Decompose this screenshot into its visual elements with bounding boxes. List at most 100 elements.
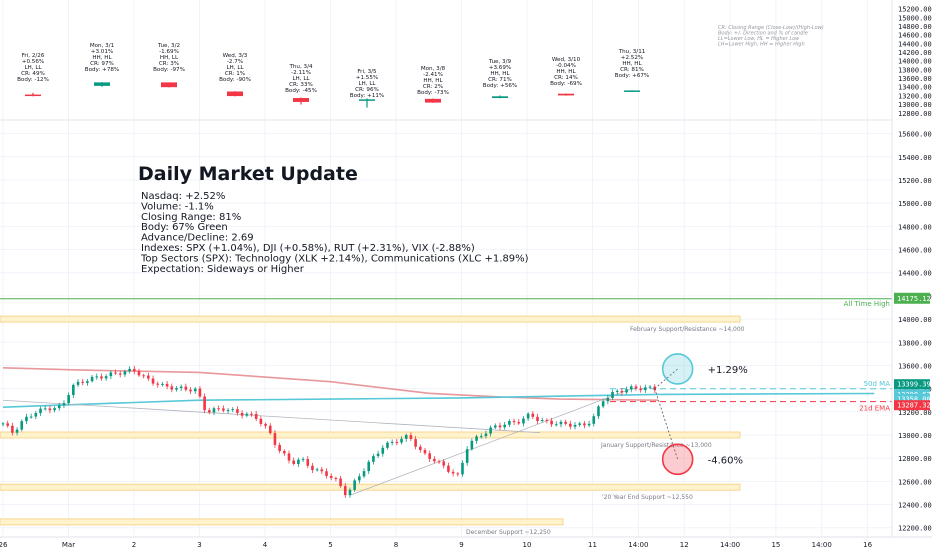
day-card-line: CR: 1% [225,71,245,77]
update-line: Advance/Decline: 2.69 [141,233,254,244]
day-card-line: CR: 71% [488,77,512,83]
candle-body [236,409,239,413]
zone-label: '20 Year End Support ~12,550 [602,494,693,501]
day-card-line: +3.01% [91,49,113,55]
candle-body [376,453,380,457]
candle-body [15,429,19,433]
day-card-line: HH, LL [160,55,179,61]
x-tick-label: 2 [132,541,136,549]
candle-body [147,375,150,379]
x-tick-label: 14:00 [720,541,740,549]
y-tick-label: 15000.00 [898,200,932,208]
candle-body [25,416,28,422]
candle-body [597,406,600,417]
candle-body [151,378,155,384]
candle-body [601,401,605,407]
ath-price-tag [894,292,930,304]
update-line: Closing Range: 81% [141,212,241,223]
candle-body [254,413,258,419]
candle-body [550,420,553,425]
price-tag [894,400,930,411]
y-tick-label: 13800.00 [898,339,932,347]
legend-note-line: CR: Closing Range (Close-Low)/(High-Low) [718,25,824,31]
day-card-line: Body: -45% [285,88,317,94]
candle-body [315,469,319,471]
candle-body [292,460,295,464]
day-card-line: Body: -97% [153,67,185,73]
top-tick-label: 15200.00 [898,6,932,14]
legend-note-line: LL=Lower Low, HL = Higher Low [718,36,800,42]
y-tick-label: 15200.00 [898,177,932,185]
day-card-line: HH, HL [423,78,443,84]
candle-body [386,442,389,448]
y-tick-label: 14600.00 [898,247,932,255]
day-card-line: CR: 96% [355,87,379,93]
day-card-line: -2.41% [423,72,443,78]
zone-band [0,315,741,323]
candle-body [132,368,136,372]
candle-body [583,423,586,426]
candle-body [573,424,577,427]
update-line: Nasdaq: +2.52% [141,191,225,202]
day-card-line: -1.69% [159,49,179,55]
top-tick-label: 14600.00 [898,32,932,40]
candle-body [104,376,108,379]
top-tick-label: 13200.00 [898,92,932,100]
candle-body [39,408,42,414]
target-circle [661,443,694,476]
candle-body [189,389,192,392]
candle-body [479,436,483,438]
y-tick-label: 14800.00 [898,223,932,231]
top-tick-label: 13400.00 [898,84,932,92]
day-card-line: Thu, 3/4 [288,64,313,70]
zone-band [0,483,741,491]
candle-body [414,439,417,447]
day-candle-body [94,82,110,86]
candle-body [259,418,263,424]
candle-body [639,388,642,391]
candle-body [325,471,328,476]
update-line: Body: 67% Green [141,222,228,233]
candle-body [475,436,478,441]
legend-note: CR: Closing Range (Close-Low)/(High-Low)… [718,25,824,48]
candle-body [161,383,164,385]
day-card-line: +2.52% [621,55,643,61]
candle-body [353,480,356,490]
candle-body [526,413,530,419]
top-tick-label: 13800.00 [898,66,932,74]
candle-body [48,408,52,411]
candle-body [67,394,70,404]
target-label: -4.60% [708,455,743,466]
candle-body [433,458,436,462]
trendline [2,399,541,434]
candle-body [611,392,614,398]
candle-body [114,372,117,374]
candle-body [43,408,47,410]
day-card-line: Body: -73% [417,90,449,96]
candle-body [606,397,610,402]
candle-body [203,396,206,411]
day-card-line: Mon, 3/8 [421,66,446,72]
update-line: Volume: -1.1% [141,201,214,212]
candle-body [297,459,300,464]
candle-body [90,376,94,382]
candle-body [250,413,253,415]
candle-body [329,475,333,478]
day-card-line: Body: -69% [550,81,582,87]
grid [0,0,892,537]
candle-body [198,388,202,397]
top-tick-label: 14200.00 [898,49,932,57]
day-card-line: LH, LL [292,76,310,82]
day-card-line: +3.69% [489,65,511,71]
candle-body [554,424,558,426]
candle-body [306,459,310,466]
day-candle-body [624,90,640,92]
candle-body [287,453,291,461]
top-tick-label: 15000.00 [898,14,932,22]
top-tick-label: 14800.00 [898,23,932,31]
